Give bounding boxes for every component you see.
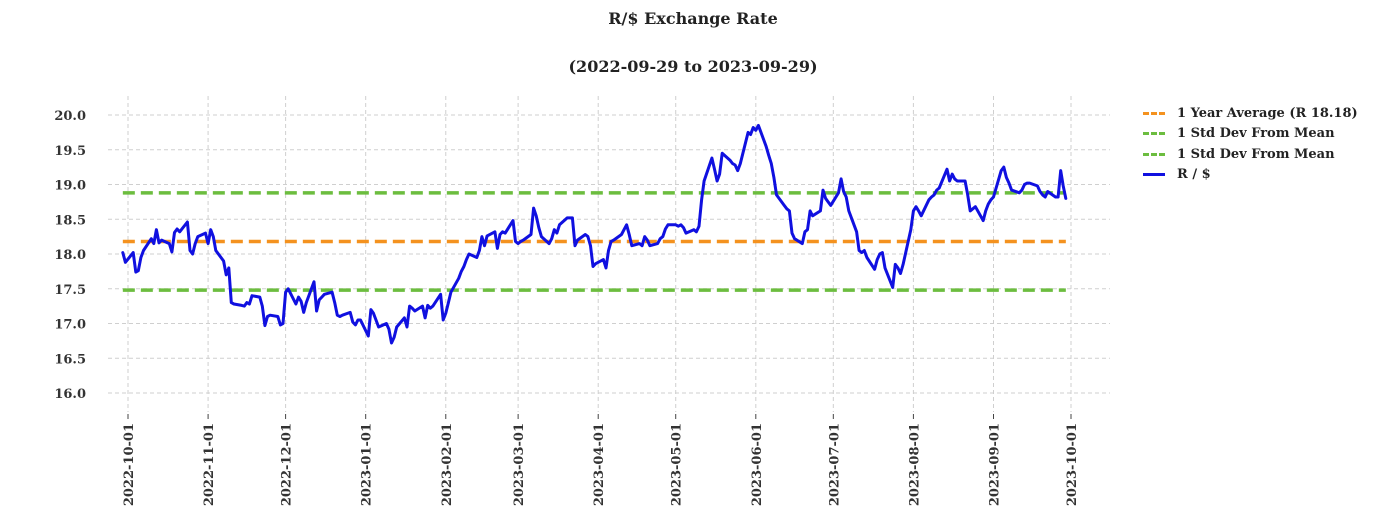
y-tick-label: 17.0	[54, 318, 86, 333]
legend-label: 1 Std Dev From Mean	[1177, 126, 1335, 142]
legend-label: 1 Std Dev From Mean	[1177, 146, 1335, 162]
legend-item-rand-dollar: R / $	[1143, 165, 1358, 186]
x-tick-label: 2023-04-01	[592, 423, 607, 506]
x-tick-label: 2022-10-01	[122, 423, 137, 506]
x-tick-label: 2023-02-01	[440, 423, 455, 506]
legend-label: R / $	[1177, 167, 1211, 183]
series-lines	[121, 123, 1068, 345]
legend-swatch-rand-dollar	[1143, 173, 1165, 177]
y-tick-label: 20.0	[54, 109, 86, 124]
y-tick-label: 19.5	[54, 144, 86, 159]
legend-label: 1 Year Average (R 18.18)	[1177, 105, 1358, 121]
x-tick-label: 2023-10-01	[1065, 423, 1080, 506]
y-tick-label: 18.0	[54, 248, 86, 263]
y-tick-label: 18.5	[54, 213, 86, 228]
x-tick-label: 2023-06-01	[750, 423, 765, 506]
x-axis: 2022-10-01 2022-11-01 2022-12-01 2023-01-01…	[122, 414, 1080, 506]
y-tick-label: 17.5	[54, 283, 86, 298]
legend-swatch-std-lower	[1143, 152, 1165, 156]
x-tick-label: 2023-08-01	[907, 423, 922, 506]
x-tick-label: 2023-05-01	[670, 423, 685, 506]
legend-item-std-upper: 1 Std Dev From Mean	[1143, 124, 1358, 145]
x-tick-label: 2023-07-01	[827, 423, 842, 506]
chart-subtitle: (2022-09-29 to 2023-09-29)	[568, 57, 818, 76]
y-tick-label: 16.5	[54, 352, 86, 367]
legend-item-average: 1 Year Average (R 18.18)	[1143, 103, 1358, 124]
y-tick-label: 19.0	[54, 179, 86, 194]
series-line-0	[121, 123, 1068, 345]
x-tick-label: 2022-12-01	[280, 423, 295, 506]
legend: 1 Year Average (R 18.18) 1 Std Dev From …	[1143, 103, 1358, 185]
y-axis: 16.0 16.5 17.0 17.5 18.0 18.5 19.0 19.5 20.0	[54, 109, 86, 402]
chart-title: R/$ Exchange Rate	[608, 9, 778, 28]
x-tick-label: 2023-03-01	[512, 423, 527, 506]
x-tick-label: 2023-09-01	[987, 423, 1002, 506]
x-tick-label: 2022-11-01	[202, 423, 217, 506]
x-tick-label: 2023-01-01	[360, 423, 375, 506]
legend-swatch-std-upper	[1143, 132, 1165, 136]
y-tick-label: 16.0	[54, 387, 86, 402]
legend-item-std-lower: 1 Std Dev From Mean	[1143, 144, 1358, 165]
legend-swatch-average	[1143, 111, 1165, 115]
